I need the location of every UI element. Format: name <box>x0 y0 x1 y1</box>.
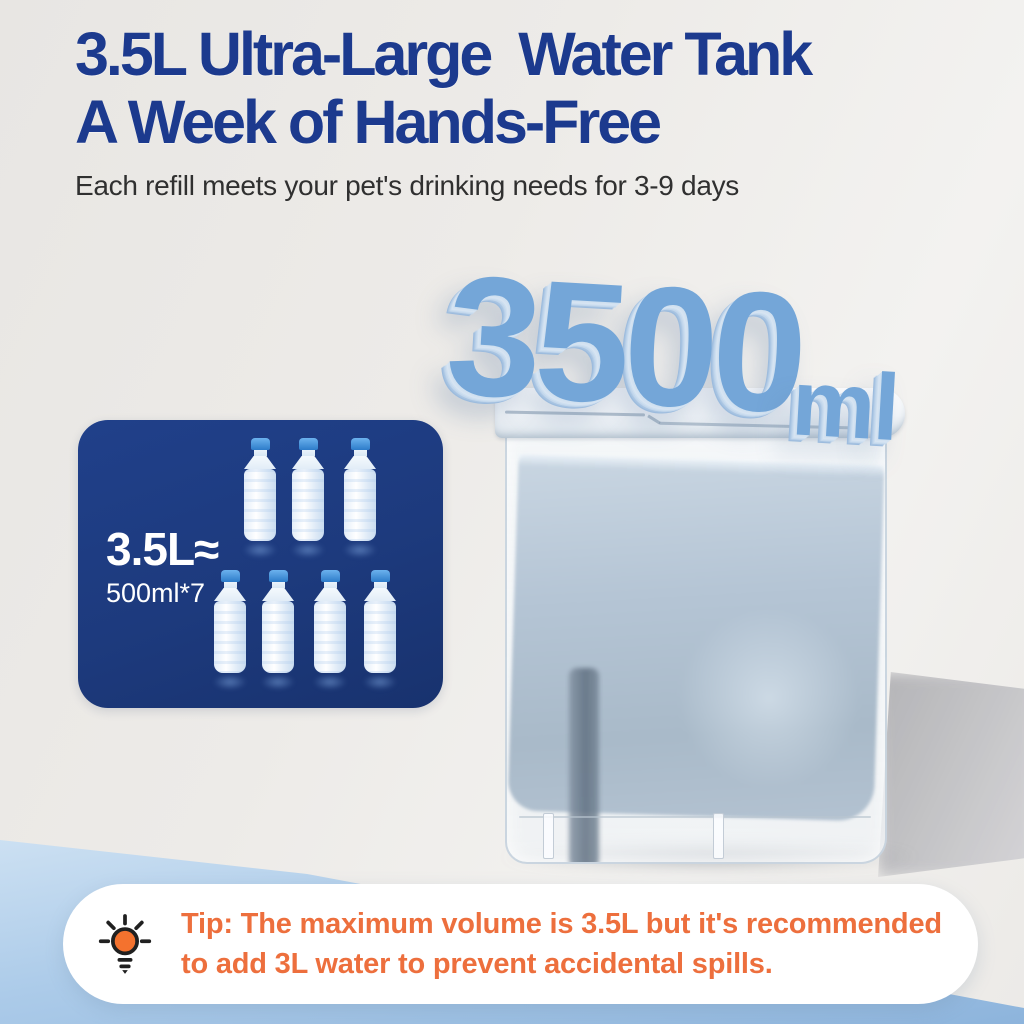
page-title-line1: 3.5L Ultra-Large Water Tank <box>75 20 813 88</box>
bottle-cap <box>220 570 240 582</box>
tip-text: Tip: The maximum volume is 3.5L but it's… <box>181 904 942 984</box>
bottle-cap <box>268 570 288 582</box>
tip-banner: Tip: The maximum volume is 3.5L but it's… <box>63 884 978 1004</box>
tank-water <box>507 454 885 822</box>
bottle-cap <box>250 438 270 450</box>
water-bottle <box>258 570 298 680</box>
bottle-cap <box>298 438 318 450</box>
water-bottle <box>288 438 328 548</box>
water-bottle <box>360 570 400 680</box>
bottle-cap <box>370 570 390 582</box>
water-tank-image <box>495 388 905 866</box>
tank-lid <box>495 388 905 438</box>
water-bottle <box>240 438 280 548</box>
tip-text-line2: to add 3L water to prevent accidental sp… <box>181 948 773 980</box>
tank-foot <box>713 813 724 859</box>
water-bottle <box>210 570 250 680</box>
page-subtitle: Each refill meets your pet's drinking ne… <box>75 170 739 201</box>
tip-text-line1: Tip: The maximum volume is 3.5L but it's… <box>181 908 942 940</box>
page-title-line2: A Week of Hands-Free <box>75 88 662 156</box>
water-bottle <box>310 570 350 680</box>
bottle-cap <box>320 570 340 582</box>
filter-tube <box>569 668 599 862</box>
tank-bottom-rim <box>519 816 871 818</box>
header: 3.5L Ultra-Large Water Tank A Week of Ha… <box>75 20 813 202</box>
bottle-cap <box>350 438 370 450</box>
bottle-comparison-card: 3.5L≈ 500ml*7 <box>78 420 443 708</box>
tank-foot <box>543 813 554 859</box>
water-bottle <box>340 438 380 548</box>
card-equation-label: 500ml*7 <box>106 578 206 608</box>
volume-unit: ml <box>789 349 901 461</box>
volume-number: 3500 <box>441 240 807 450</box>
tank-body <box>505 426 887 864</box>
lightbulb-icon <box>98 914 152 974</box>
card-volume-label: 3.5L≈ <box>106 523 219 575</box>
